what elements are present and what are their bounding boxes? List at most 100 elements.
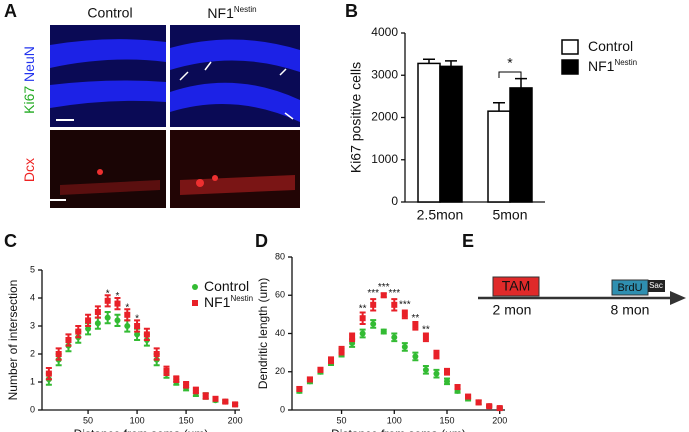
micrographs [40,25,300,208]
marker [306,376,313,383]
y-tick-label: 1000 [371,152,398,166]
panel-label: A [4,1,17,21]
row-label: Ki67 NeuN [21,46,37,114]
marker [454,384,461,391]
marker [163,367,170,374]
y-tick-label: 4000 [371,25,398,39]
legend-sup: Nestin [230,294,253,303]
y-tick-label: 0 [30,404,35,414]
x-tick-label: 50 [83,415,93,425]
label-part: Ki67 [21,86,37,114]
y-axis-label: Number of intersection [6,280,20,401]
marker [114,300,121,307]
marker [496,405,503,412]
x-tick-label: 100 [130,415,145,425]
marker [444,368,451,375]
time-label: 2 mon [493,302,532,318]
bar [439,65,463,203]
legend-swatch [561,39,579,55]
legend-swatch [561,59,579,75]
marker [412,353,419,360]
annotation: *** [367,288,379,299]
error-bar [515,77,527,88]
label-base: NF1 [207,5,234,21]
label-part: Dcx [21,158,37,182]
panel-label: B [345,1,358,21]
x-axis-label: Distance from soma (um) [331,427,466,432]
legend-name: NF1 [588,58,615,74]
y-tick-label: 3000 [371,67,398,81]
marker [359,330,366,337]
legend-swatch [192,284,198,290]
marker [75,328,82,335]
marker [412,322,419,329]
marker [124,311,131,318]
marker [85,317,92,324]
panel-label: D [255,231,268,251]
marker [153,351,160,357]
y-axis-label: Dendritic length (um) [256,278,270,389]
marker [55,351,62,357]
marker [370,320,377,327]
marker [183,381,190,388]
y-tick-label: 3 [30,320,35,330]
y-axis-label: Ki67 positive cells [348,62,364,173]
label-sup: Nestin [234,5,257,14]
x-axis-label: Distance from soma (um) [74,427,209,432]
marker [104,314,111,321]
legend-name: Control [588,38,633,54]
x-tick-label: 200 [228,415,243,425]
y-tick-label: 0 [280,404,285,414]
marker [401,343,408,350]
y-tick-label: 80 [275,251,285,261]
marker [173,376,180,383]
y-tick-label: 1 [30,376,35,386]
y-tick-label: 2 [30,348,35,358]
marker [328,357,335,364]
step-label: BrdU [617,282,642,294]
x-tick-label: 100 [387,415,402,425]
panel-label: C [4,231,17,251]
annotation: *** [399,299,411,310]
marker [124,323,131,329]
marker [338,347,345,354]
annotation: ** [359,303,367,314]
annotation: * [106,288,110,299]
x-tick-label: 150 [179,415,194,425]
x-tick-label: 50 [337,415,347,425]
y-tick-label: 60 [275,290,285,300]
legend-swatch [192,300,198,306]
significance-bracket [498,71,522,78]
annotation: *** [388,288,400,299]
marker [465,393,472,400]
marker [391,301,398,308]
marker [380,328,387,335]
y-tick-label: 20 [275,366,285,376]
y-tick-label: 0 [391,194,398,208]
marker [202,393,209,399]
y-tick-label: 2000 [371,110,398,124]
x-tick-label: 5mon [492,207,527,223]
y-tick-label: 4 [30,292,35,302]
column-label: NF1Nestin [207,5,256,21]
marker [114,317,121,324]
row-label: Dcx [21,158,37,182]
y-tick-label: 40 [275,328,285,338]
annotation: ** [411,313,419,324]
bar [487,110,511,203]
marker [370,301,377,308]
column-label: Control [87,5,132,21]
marker [94,309,101,315]
legend-label: NF1Nestin [588,58,637,74]
marker [401,311,408,318]
time-label: 8 mon [611,302,650,318]
marker [232,401,239,408]
marker [433,351,440,358]
step-label: TAM [502,278,531,294]
marker [134,331,141,338]
marker [433,370,440,377]
legend-sup: Nestin [614,58,637,67]
marker [94,320,101,327]
label-part: NeuN [21,46,37,86]
